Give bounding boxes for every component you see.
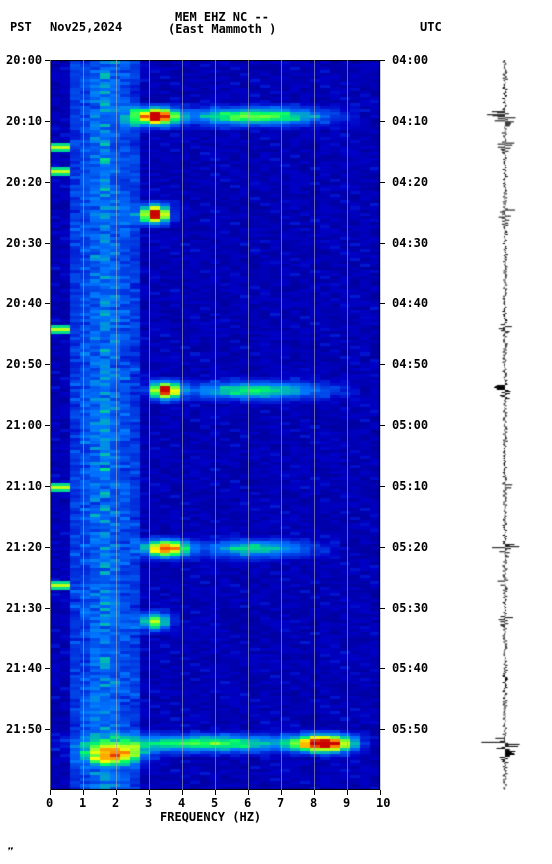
left-time-tick: 20:50: [6, 357, 42, 371]
right-time-tick: 04:10: [392, 114, 428, 128]
freq-tick: 8: [310, 796, 317, 810]
left-time-tick: 21:30: [6, 601, 42, 615]
freq-tick: 4: [178, 796, 185, 810]
freq-tick: 7: [277, 796, 284, 810]
right-time-tick: 05:30: [392, 601, 428, 615]
left-time-tick: 20:30: [6, 236, 42, 250]
right-time-tick: 04:30: [392, 236, 428, 250]
freq-tick: 0: [46, 796, 53, 810]
spectrogram-plot: [50, 60, 380, 790]
freq-tick: 1: [79, 796, 86, 810]
right-time-tick: 05:20: [392, 540, 428, 554]
left-time-tick: 20:20: [6, 175, 42, 189]
freq-tick: 3: [145, 796, 152, 810]
right-time-tick: 04:00: [392, 53, 428, 67]
freq-tick: 10: [376, 796, 390, 810]
left-time-tick: 21:00: [6, 418, 42, 432]
header-station-2: (East Mammoth ): [168, 22, 276, 36]
seismogram-canvas: [475, 60, 535, 790]
right-time-tick: 04:40: [392, 296, 428, 310]
left-time-tick: 21:20: [6, 540, 42, 554]
freq-tick: 9: [343, 796, 350, 810]
seismogram-plot: [475, 60, 535, 790]
left-time-tick: 21:10: [6, 479, 42, 493]
frequency-axis-title: FREQUENCY (HZ): [160, 810, 261, 824]
corner-mark: ❞: [5, 845, 12, 859]
right-time-tick: 04:20: [392, 175, 428, 189]
right-time-tick: 05:50: [392, 722, 428, 736]
left-time-tick: 21:50: [6, 722, 42, 736]
right-time-tick: 05:00: [392, 418, 428, 432]
header-date: Nov25,2024: [50, 20, 122, 34]
header-left-tz: PST: [10, 20, 32, 34]
freq-tick: 5: [211, 796, 218, 810]
left-time-tick: 20:10: [6, 114, 42, 128]
freq-tick: 2: [112, 796, 119, 810]
left-time-tick: 21:40: [6, 661, 42, 675]
freq-tick: 6: [244, 796, 251, 810]
right-time-tick: 05:10: [392, 479, 428, 493]
right-time-tick: 05:40: [392, 661, 428, 675]
header-right-tz: UTC: [420, 20, 442, 34]
right-time-tick: 04:50: [392, 357, 428, 371]
left-time-tick: 20:40: [6, 296, 42, 310]
left-time-tick: 20:00: [6, 53, 42, 67]
